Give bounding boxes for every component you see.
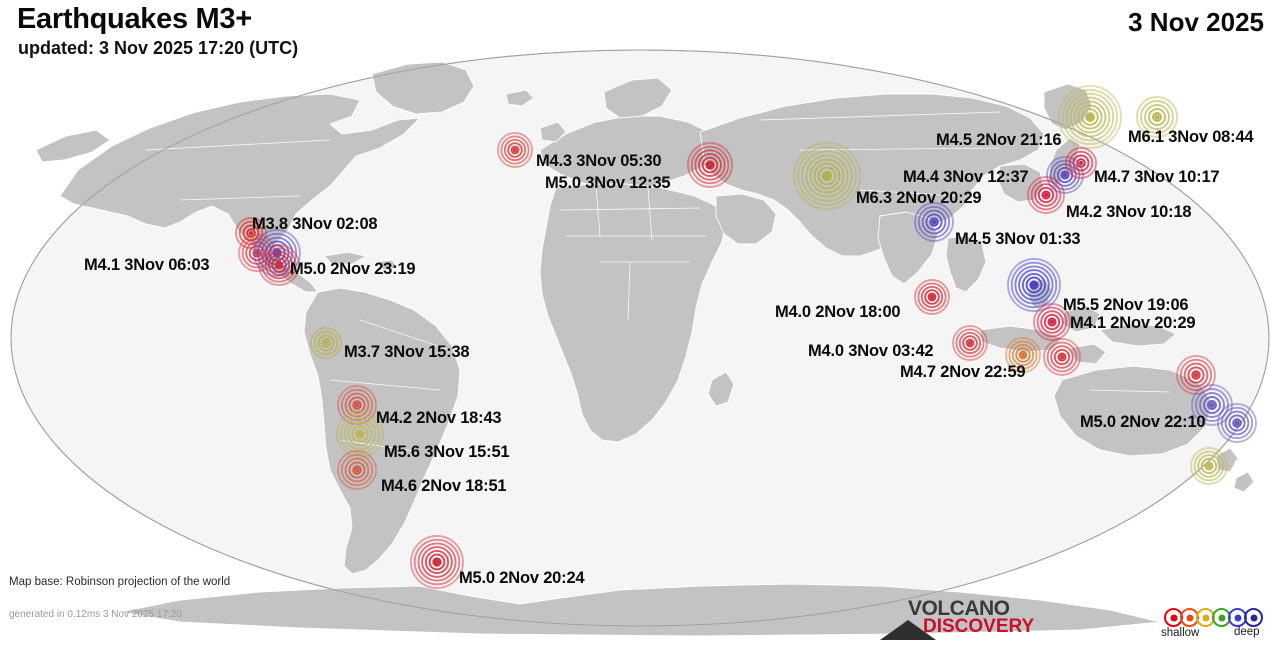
projection-outline-top xyxy=(10,49,1270,627)
quake-label: M5.0 2Nov 20:24 xyxy=(459,569,585,587)
quake-label: M4.1 3Nov 06:03 xyxy=(84,256,210,274)
landmasses xyxy=(35,61,1255,637)
quake-label: M4.4 3Nov 12:37 xyxy=(903,168,1029,186)
quake-label: M4.2 3Nov 10:18 xyxy=(1066,203,1192,221)
volcanodiscovery-logo[interactable]: VOLCANO DISCOVERY xyxy=(880,597,1034,644)
map-base-note: Map base: Robinson projection of the wor… xyxy=(9,576,231,588)
legend-ring-core-5 xyxy=(1250,614,1257,621)
legend-ring-core-0 xyxy=(1170,614,1177,621)
quake-label: M4.5 2Nov 21:16 xyxy=(936,131,1062,149)
quake-label: M4.1 2Nov 20:29 xyxy=(1070,314,1196,332)
quake-label: M4.3 3Nov 05:30 xyxy=(536,152,662,170)
quake-label: M5.0 3Nov 12:35 xyxy=(545,174,671,192)
legend-label-shallow: shallow xyxy=(1161,627,1200,639)
legend-ring-core-2 xyxy=(1202,614,1209,621)
quake-label: M4.6 2Nov 18:51 xyxy=(381,477,507,495)
quake-label: M4.7 3Nov 10:17 xyxy=(1094,168,1220,186)
legend-ring-core-1 xyxy=(1186,614,1193,621)
depth-legend: shallow deep xyxy=(1161,608,1276,646)
legend-label-deep: deep xyxy=(1234,626,1260,638)
quake-label: M5.0 2Nov 22:10 xyxy=(1080,413,1206,431)
quake-label: M5.0 2Nov 23:19 xyxy=(290,260,416,278)
quake-label: M6.1 3Nov 08:44 xyxy=(1128,128,1254,146)
country-borders xyxy=(145,111,1171,453)
map-date: 3 Nov 2025 xyxy=(1128,7,1264,37)
logo-text-discovery: DISCOVERY xyxy=(923,616,1035,637)
updated-timestamp: updated: 3 Nov 2025 17:20 (UTC) xyxy=(18,38,299,58)
page-title: Earthquakes M3+ xyxy=(17,3,252,35)
quake-label: M3.7 3Nov 15:38 xyxy=(344,343,470,361)
legend-ring-core-4 xyxy=(1234,614,1241,621)
quake-label: M4.0 2Nov 18:00 xyxy=(775,303,901,321)
quake-label: M4.7 2Nov 22:59 xyxy=(900,363,1026,381)
volcano-mountain-icon xyxy=(880,620,936,640)
logo-text-volcano: VOLCANO xyxy=(908,597,1010,620)
quake-label: M6.3 2Nov 20:29 xyxy=(856,189,982,207)
quake-label: M4.5 3Nov 01:33 xyxy=(955,230,1081,248)
generated-note: generated in 0.12ms 3 Nov 2025 17:20 xyxy=(9,609,182,620)
quake-label: M5.6 3Nov 15:51 xyxy=(384,443,510,461)
legend-ring-core-3 xyxy=(1218,614,1225,621)
quake-label: M4.0 3Nov 03:42 xyxy=(808,342,934,360)
quake-label: M5.5 2Nov 19:06 xyxy=(1063,296,1189,314)
legend-ring-5 xyxy=(1244,608,1263,627)
quake-label: M4.2 2Nov 18:43 xyxy=(376,409,502,427)
quake-label: M3.8 3Nov 02:08 xyxy=(252,215,378,233)
